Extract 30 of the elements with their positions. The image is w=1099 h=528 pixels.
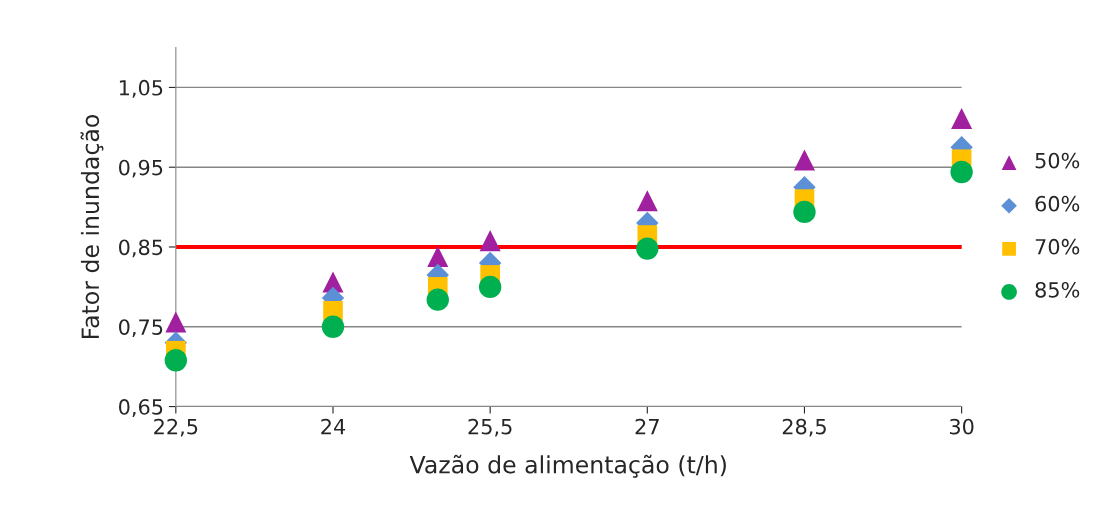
- point: [479, 230, 501, 252]
- x-tick-label: 30: [949, 418, 974, 435]
- point: [478, 275, 502, 299]
- legend-label: 70%: [1035, 238, 1080, 255]
- point: [426, 288, 449, 311]
- legend-label: 85%: [1035, 281, 1080, 298]
- x-tick-label: 28,5: [782, 418, 826, 437]
- x-tick-label: 24: [321, 418, 346, 435]
- x-axis-title: Vazão de alimentação (t/h): [409, 454, 726, 478]
- y-tick-label: 0,85: [119, 239, 163, 258]
- point: [950, 160, 973, 184]
- y-tick-label: 0,75: [119, 319, 163, 338]
- legend-label: 50%: [1035, 152, 1080, 169]
- legend-label: 60%: [1035, 195, 1080, 212]
- x-tick-label: 25,5: [468, 418, 512, 437]
- point: [636, 237, 659, 260]
- point: [164, 349, 188, 372]
- point: [321, 315, 345, 338]
- x-tick-label: 27: [635, 418, 659, 435]
- y-tick-label: 1,05: [119, 79, 163, 98]
- y-axis-title: Fator de inundação: [80, 115, 104, 339]
- y-tick-label: 0,95: [119, 159, 163, 178]
- x-tick-label: 22,5: [154, 418, 198, 437]
- point: [165, 311, 187, 333]
- point: [636, 190, 658, 212]
- point: [793, 200, 816, 224]
- point: [793, 149, 815, 171]
- point: [427, 246, 449, 268]
- y-tick-label: 0,65: [119, 399, 163, 417]
- point: [951, 108, 973, 130]
